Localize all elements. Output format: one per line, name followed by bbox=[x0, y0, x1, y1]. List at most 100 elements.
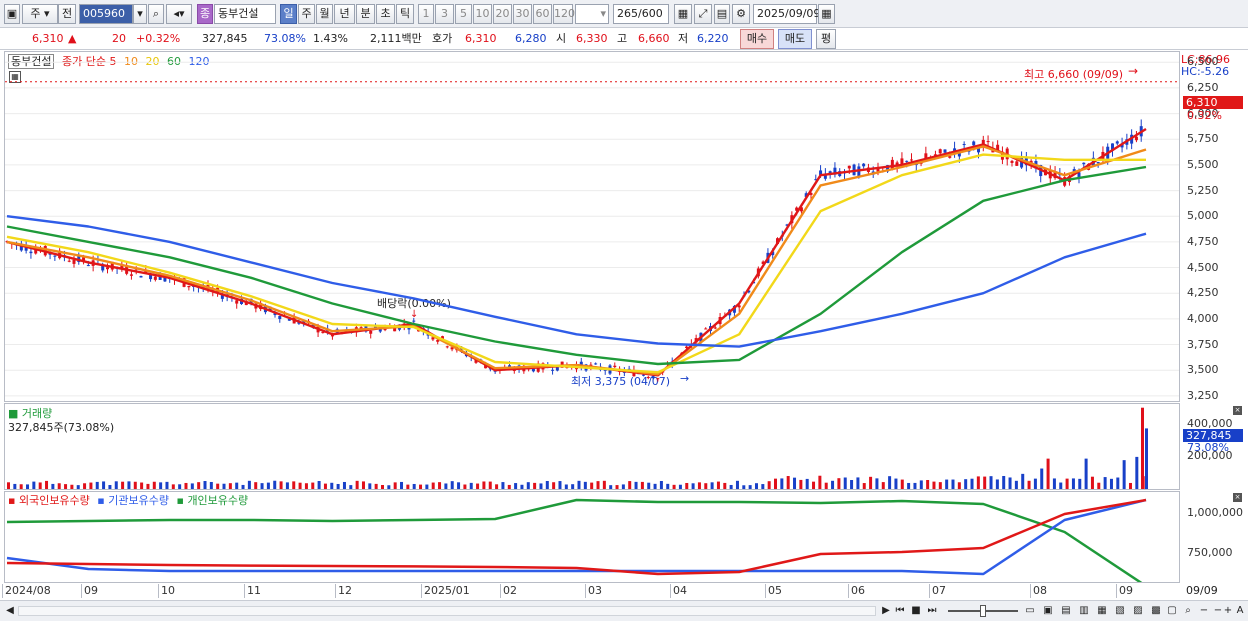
individual-holding-label: ▪ 개인보유수량 bbox=[176, 494, 249, 507]
tab-minute[interactable]: 분 bbox=[356, 4, 375, 24]
period-type-label: 주 bbox=[30, 7, 41, 20]
first-page-icon[interactable]: ⏮ bbox=[895, 605, 905, 616]
candle-body bbox=[287, 318, 291, 321]
candle-body bbox=[1015, 161, 1019, 166]
window-icon[interactable]: ▣ bbox=[4, 4, 20, 24]
candle-body bbox=[948, 156, 952, 158]
price-chart[interactable] bbox=[5, 52, 1179, 401]
chart-tools-icon[interactable]: ▦ bbox=[674, 4, 692, 24]
stock-code-input[interactable]: 005960 bbox=[79, 4, 133, 24]
layout-5-icon[interactable]: ▦ bbox=[1097, 605, 1107, 616]
volume-bar bbox=[355, 480, 359, 489]
volume-close-icon[interactable]: × bbox=[1233, 406, 1242, 415]
volume-title: ■ 거래량 bbox=[8, 407, 53, 420]
last-page-icon[interactable]: ⏭ bbox=[927, 605, 937, 616]
x-axis-label: 07 bbox=[932, 584, 946, 597]
layout-3-icon[interactable]: ▤ bbox=[1061, 605, 1071, 616]
layout-6-icon[interactable]: ▧ bbox=[1115, 605, 1125, 616]
interval-1[interactable]: 1 bbox=[418, 4, 434, 24]
interval-60[interactable]: 60 bbox=[533, 4, 552, 24]
font-size-icon[interactable]: A bbox=[1236, 605, 1244, 616]
candle-body bbox=[1096, 161, 1100, 164]
tab-month[interactable]: 월 bbox=[316, 4, 333, 24]
volume-bar bbox=[685, 482, 689, 489]
candle-body bbox=[761, 261, 765, 264]
search-icon[interactable]: ⌕ bbox=[148, 4, 164, 24]
zoom-slider-handle[interactable] bbox=[980, 605, 986, 617]
volume-value-line: 327,845주(73.08%) bbox=[8, 421, 115, 434]
volume-bar bbox=[1046, 458, 1050, 489]
layout-9-icon[interactable]: ▢ bbox=[1167, 605, 1177, 616]
volume-panel[interactable] bbox=[4, 403, 1180, 490]
tab-year[interactable]: 년 bbox=[334, 4, 355, 24]
save-icon[interactable]: ▤ bbox=[714, 4, 730, 24]
interval-120[interactable]: 120 bbox=[553, 4, 575, 24]
price-panel[interactable] bbox=[4, 51, 1180, 402]
volume-bar bbox=[349, 485, 353, 489]
interval-20[interactable]: 20 bbox=[493, 4, 512, 24]
scroll-left-icon[interactable]: ◀ bbox=[6, 605, 14, 616]
date-input[interactable]: 2025/09/09 bbox=[753, 4, 820, 24]
zoom-out-icon[interactable]: − bbox=[1199, 605, 1209, 616]
candle-body bbox=[771, 251, 775, 256]
buy-button[interactable]: 매수 bbox=[740, 29, 774, 49]
layout-7-icon[interactable]: ▨ bbox=[1133, 605, 1143, 616]
magnifier-icon[interactable]: ⌕ bbox=[1185, 605, 1191, 616]
scroll-right-icon[interactable]: ▶ bbox=[882, 605, 890, 616]
bar-count-input[interactable]: 265/600 bbox=[613, 4, 669, 24]
holding-legend: ▪ 외국인보유수량 ▪ 기관보유수량 ▪ 개인보유수량 bbox=[8, 492, 248, 508]
period-type-select[interactable]: 주 ▾ bbox=[22, 4, 58, 24]
chevron-down-icon[interactable]: ▾ bbox=[133, 4, 147, 24]
calendar-icon[interactable]: ▦ bbox=[818, 4, 835, 24]
layout-2-icon[interactable]: ▣ bbox=[1043, 605, 1053, 616]
tab-day[interactable]: 일 bbox=[280, 4, 297, 24]
volume-bar bbox=[615, 485, 619, 489]
stop-icon[interactable]: ■ bbox=[911, 605, 921, 616]
ma-label-60: 60 bbox=[166, 55, 181, 68]
volume-bar bbox=[583, 481, 587, 489]
volume-bar bbox=[171, 484, 175, 489]
avg-button[interactable]: 평 bbox=[816, 29, 836, 49]
volume-bar bbox=[754, 483, 758, 489]
layout-1-icon[interactable]: ▭ bbox=[1025, 605, 1035, 616]
tab-second[interactable]: 초 bbox=[376, 4, 395, 24]
volume-bar bbox=[1002, 475, 1006, 489]
custom-interval-select[interactable]: ▾ bbox=[575, 4, 609, 24]
volume-bar bbox=[1116, 477, 1120, 489]
volume-bar bbox=[184, 482, 188, 489]
tab-tick[interactable]: 틱 bbox=[396, 4, 414, 24]
volume-bar bbox=[812, 481, 816, 489]
candle-body bbox=[53, 255, 57, 257]
stock-name-field[interactable]: 동부건설 bbox=[214, 4, 276, 24]
volume-bar bbox=[463, 484, 467, 489]
price-y-tick: 4,250 bbox=[1187, 286, 1219, 300]
speaker-icon[interactable]: ◂▾ bbox=[166, 4, 192, 24]
holding-close-icon[interactable]: × bbox=[1233, 493, 1242, 502]
price-y-tick: 5,750 bbox=[1187, 132, 1219, 146]
interval-30[interactable]: 30 bbox=[513, 4, 532, 24]
candle-body bbox=[484, 365, 488, 369]
tab-week[interactable]: 주 bbox=[298, 4, 315, 24]
volume-bar bbox=[793, 477, 797, 489]
gear-icon[interactable]: ⚙ bbox=[732, 4, 750, 24]
zoom-reset-icon[interactable]: − bbox=[1213, 605, 1223, 616]
candle-body bbox=[704, 328, 708, 330]
layout-8-icon[interactable]: ▩ bbox=[1151, 605, 1161, 616]
layout-4-icon[interactable]: ▥ bbox=[1079, 605, 1089, 616]
volume-bar bbox=[742, 485, 746, 489]
grid-toggle-icon[interactable]: ▦ bbox=[9, 71, 21, 83]
sell-button[interactable]: 매도 bbox=[778, 29, 812, 49]
interval-5[interactable]: 5 bbox=[455, 4, 472, 24]
interval-3[interactable]: 3 bbox=[435, 4, 454, 24]
holding-panel[interactable] bbox=[4, 491, 1180, 583]
interval-10[interactable]: 10 bbox=[473, 4, 492, 24]
prev-button[interactable]: 전 bbox=[58, 4, 76, 24]
zoom-in-icon[interactable]: + bbox=[1223, 605, 1233, 616]
price-y-tick: 5,000 bbox=[1187, 209, 1219, 223]
volume-bar-peak bbox=[1141, 407, 1144, 489]
scroll-track[interactable] bbox=[18, 606, 876, 616]
volume-bar bbox=[222, 483, 226, 489]
volume-bar bbox=[159, 482, 163, 489]
draw-line-icon[interactable]: ⤢ bbox=[694, 4, 712, 24]
volume-bar bbox=[875, 478, 879, 489]
